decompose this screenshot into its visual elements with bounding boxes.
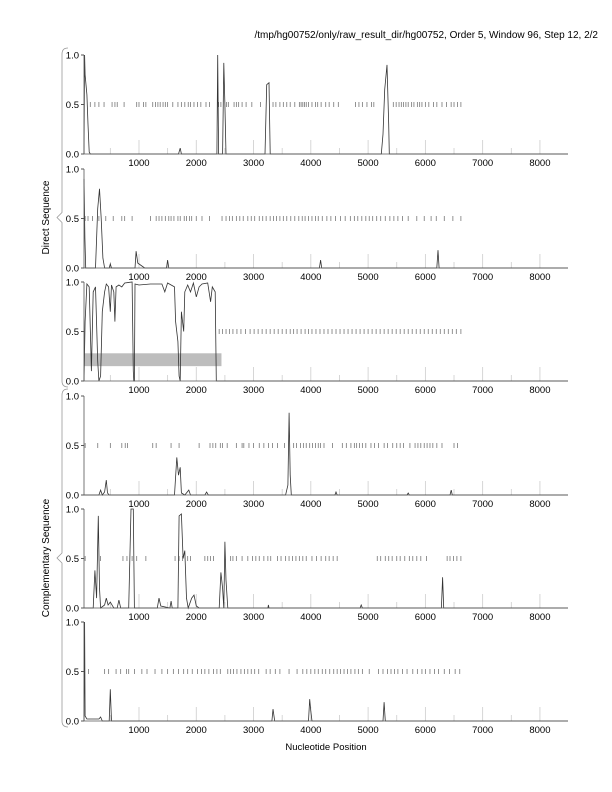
x-tick-label: 1000 [128, 725, 149, 736]
group-label: Complementary Sequence [41, 498, 52, 617]
x-tick-label: 5000 [358, 499, 379, 510]
panel-5: 0.0 0.5 1.0 1000 2000 3000 4000 5000 6000 7000 800… [66, 505, 568, 623]
x-tick-label: 3000 [243, 385, 264, 396]
x-tick-label: 8000 [529, 612, 550, 623]
x-tick-label: 8000 [529, 158, 550, 169]
x-tick-label: 5000 [358, 612, 379, 623]
x-tick-label: 2000 [186, 612, 207, 623]
x-tick-label: 6000 [415, 612, 436, 623]
x-tick-label: 3000 [243, 158, 264, 169]
x-tick-label: 1000 [128, 158, 149, 169]
x-tick-label: 4000 [300, 725, 321, 736]
probability-line [83, 281, 568, 382]
x-tick-label: 4000 [300, 385, 321, 396]
x-tick-label: 1000 [128, 272, 149, 283]
x-tick-label: 6000 [415, 499, 436, 510]
panel-1: 0.0 0.5 1.0 1000 2000 3000 4000 5000 6000 7000 800… [66, 51, 568, 169]
panel-2: 0.0 0.5 1.0 1000 2000 3000 4000 5000 6000 7000 800… [66, 165, 568, 283]
x-tick-label: 4000 [300, 272, 321, 283]
chart-title: /tmp/hg00752/only/raw_result_dir/hg00752… [254, 30, 598, 41]
y-tick-label: 0.0 [66, 264, 79, 275]
y-tick-label: 1.0 [66, 278, 79, 289]
x-tick-label: 3000 [243, 612, 264, 623]
x-tick-label: 1000 [128, 385, 149, 396]
panel-4: 0.0 0.5 1.0 1000 2000 3000 4000 5000 6000 7000 800… [66, 392, 568, 510]
x-tick-label: 4000 [300, 499, 321, 510]
x-tick-label: 7000 [472, 499, 493, 510]
probability-line [84, 508, 568, 610]
group-bracket [56, 388, 69, 728]
panel-6: 0.0 0.5 1.0 1000 2000 3000 4000 5000 6000 7000 800… [66, 618, 568, 736]
x-tick-label: 1000 [128, 499, 149, 510]
y-tick-label: 0.0 [66, 491, 79, 502]
x-tick-label: 6000 [415, 272, 436, 283]
probability-line [84, 412, 568, 496]
x-tick-label: 8000 [529, 272, 550, 283]
x-tick-label: 3000 [243, 725, 264, 736]
x-tick-label: 5000 [358, 725, 379, 736]
x-tick-label: 4000 [300, 612, 321, 623]
x-tick-label: 8000 [529, 725, 550, 736]
y-tick-label: 0.5 [66, 667, 79, 678]
y-tick-label: 1.0 [66, 392, 79, 403]
x-tick-label: 2000 [186, 158, 207, 169]
y-tick-label: 0.0 [66, 604, 79, 615]
x-tick-label: 5000 [358, 158, 379, 169]
y-tick-label: 1.0 [66, 165, 79, 176]
x-tick-label: 6000 [415, 385, 436, 396]
group-bracket [56, 47, 69, 388]
panel-3: 0.0 0.5 1.0 1000 2000 3000 4000 5000 6000 7000 800… [66, 278, 568, 396]
x-tick-label: 8000 [529, 385, 550, 396]
y-tick-label: 0.5 [66, 100, 79, 111]
x-tick-label: 1000 [128, 612, 149, 623]
x-tick-label: 3000 [243, 272, 264, 283]
y-tick-label: 1.0 [66, 51, 79, 62]
group-label: Direct Sequence [41, 180, 52, 254]
x-tick-label: 6000 [415, 158, 436, 169]
x-tick-label: 5000 [358, 385, 379, 396]
x-tick-label: 2000 [186, 385, 207, 396]
y-tick-label: 0.5 [66, 327, 79, 338]
x-tick-label: 3000 [243, 499, 264, 510]
x-tick-label: 8000 [529, 499, 550, 510]
highlight-band [84, 353, 222, 367]
y-tick-label: 0.5 [66, 441, 79, 452]
x-tick-label: 6000 [415, 725, 436, 736]
x-tick-label: 2000 [186, 499, 207, 510]
x-tick-label: 7000 [472, 158, 493, 169]
x-tick-label: 7000 [472, 385, 493, 396]
y-tick-label: 0.0 [66, 717, 79, 728]
x-tick-label: 2000 [186, 725, 207, 736]
x-tick-label: 7000 [472, 725, 493, 736]
y-tick-label: 0.5 [66, 214, 79, 225]
y-tick-label: 0.0 [66, 150, 79, 161]
x-tick-label: 2000 [186, 272, 207, 283]
x-tick-label: 5000 [358, 272, 379, 283]
x-tick-label: 7000 [472, 272, 493, 283]
probability-line [83, 54, 568, 155]
y-tick-label: 0.0 [66, 377, 79, 388]
x-axis-label: Nucleotide Position [285, 742, 366, 753]
probability-line [83, 178, 568, 269]
y-tick-label: 1.0 [66, 505, 79, 516]
x-tick-label: 7000 [472, 612, 493, 623]
y-tick-label: 1.0 [66, 618, 79, 629]
y-tick-label: 0.5 [66, 554, 79, 565]
x-tick-label: 4000 [300, 158, 321, 169]
